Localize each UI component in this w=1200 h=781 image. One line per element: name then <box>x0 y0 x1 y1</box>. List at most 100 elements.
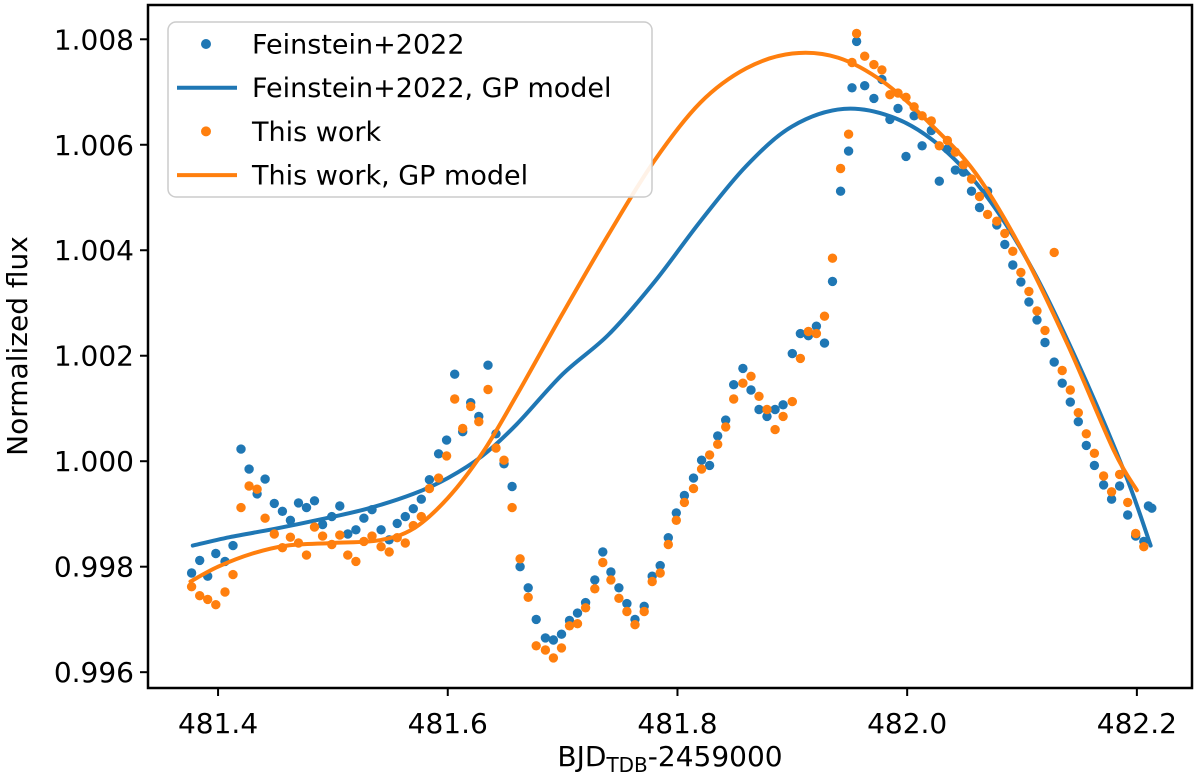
data-point <box>843 129 854 139</box>
data-point <box>228 569 238 580</box>
data-point <box>1000 239 1010 250</box>
data-point <box>713 439 723 449</box>
data-point <box>1106 494 1117 504</box>
data-point <box>424 475 435 485</box>
data-point <box>860 81 870 91</box>
data-point <box>351 525 361 535</box>
data-point <box>466 401 476 412</box>
data-point <box>762 404 772 415</box>
data-point <box>966 186 977 196</box>
data-point <box>811 321 822 331</box>
data-point <box>778 400 788 410</box>
y-tick-label: 0.998 <box>54 551 134 584</box>
legend: Feinstein+2022 Feinstein+2022, GP model Th… <box>167 21 653 198</box>
data-point <box>1114 469 1125 480</box>
data-point <box>688 473 699 483</box>
data-point <box>934 141 944 151</box>
data-point <box>359 513 369 523</box>
data-point <box>351 556 361 567</box>
legend-entry: This work <box>201 117 381 148</box>
legend-entry: Feinstein+2022 <box>201 30 465 61</box>
data-point <box>843 146 854 156</box>
data-point <box>696 464 707 474</box>
data-point <box>244 464 254 474</box>
y-tick-label: 1.004 <box>54 234 134 267</box>
data-point <box>531 614 541 625</box>
data-point <box>483 360 493 370</box>
data-point <box>458 423 468 434</box>
data-point <box>564 621 575 631</box>
data-point <box>704 460 715 471</box>
data-point <box>671 508 681 518</box>
data-point <box>671 515 681 525</box>
data-point <box>384 547 394 557</box>
data-point <box>1032 315 1042 325</box>
y-tick-label: 0.996 <box>54 656 134 689</box>
data-point <box>754 404 764 415</box>
data-point <box>572 608 583 618</box>
data-point <box>679 490 690 501</box>
data-point <box>1073 408 1084 418</box>
legend-label: This work, GP model <box>251 161 528 192</box>
data-point <box>606 575 616 585</box>
y-tick-label: 1.008 <box>54 23 134 56</box>
data-point <box>729 380 739 390</box>
data-point <box>580 603 591 613</box>
data-point <box>1049 247 1059 258</box>
data-point <box>285 532 296 542</box>
scatter-series-this-work <box>186 28 1149 663</box>
legend-label: Feinstein+2022 <box>252 30 465 61</box>
data-point <box>252 484 262 494</box>
data-point <box>795 353 806 364</box>
data-point <box>1016 267 1026 278</box>
data-point <box>655 560 665 571</box>
data-point <box>1057 365 1067 376</box>
data-point <box>869 59 879 70</box>
data-point <box>917 141 927 151</box>
data-point <box>614 593 624 603</box>
data-point <box>622 606 632 617</box>
data-point <box>260 513 270 523</box>
data-point <box>367 531 377 541</box>
data-point <box>301 550 312 560</box>
legend-dot-marker <box>201 126 211 137</box>
legend-label: Feinstein+2022, GP model <box>252 73 612 104</box>
data-point <box>819 338 830 348</box>
data-point <box>901 151 911 162</box>
data-point <box>450 394 460 404</box>
data-point <box>1040 325 1050 336</box>
data-point <box>228 540 238 551</box>
legend-label: This work <box>251 117 381 148</box>
data-point <box>885 90 895 100</box>
data-point <box>827 276 838 287</box>
x-axis: 481.4 481.6 481.8 482.0 482.2 <box>178 688 1177 740</box>
data-point <box>835 163 846 174</box>
data-point <box>236 444 246 454</box>
data-point <box>1024 286 1034 297</box>
y-tick-label: 1.002 <box>54 340 134 373</box>
data-point <box>1131 528 1141 539</box>
x-tick-label: 481.4 <box>178 707 258 740</box>
data-point <box>515 554 525 564</box>
data-point <box>1081 440 1092 451</box>
data-point <box>869 93 879 104</box>
data-point <box>523 592 533 602</box>
data-point <box>483 384 493 395</box>
data-point <box>441 435 452 445</box>
data-point <box>507 481 517 492</box>
data-point <box>688 483 699 494</box>
x-tick-label: 481.8 <box>637 707 717 740</box>
data-point <box>630 620 640 630</box>
data-point <box>1147 503 1157 513</box>
data-point <box>1114 481 1125 491</box>
data-point <box>1098 471 1109 481</box>
data-point <box>974 191 985 202</box>
y-axis-label: Normalized flux <box>1 236 34 456</box>
data-point <box>1098 480 1109 490</box>
x-axis-label: BJDTDB-2459000 <box>557 740 782 777</box>
data-point <box>424 483 435 494</box>
data-point <box>909 111 919 121</box>
data-point <box>622 598 632 609</box>
